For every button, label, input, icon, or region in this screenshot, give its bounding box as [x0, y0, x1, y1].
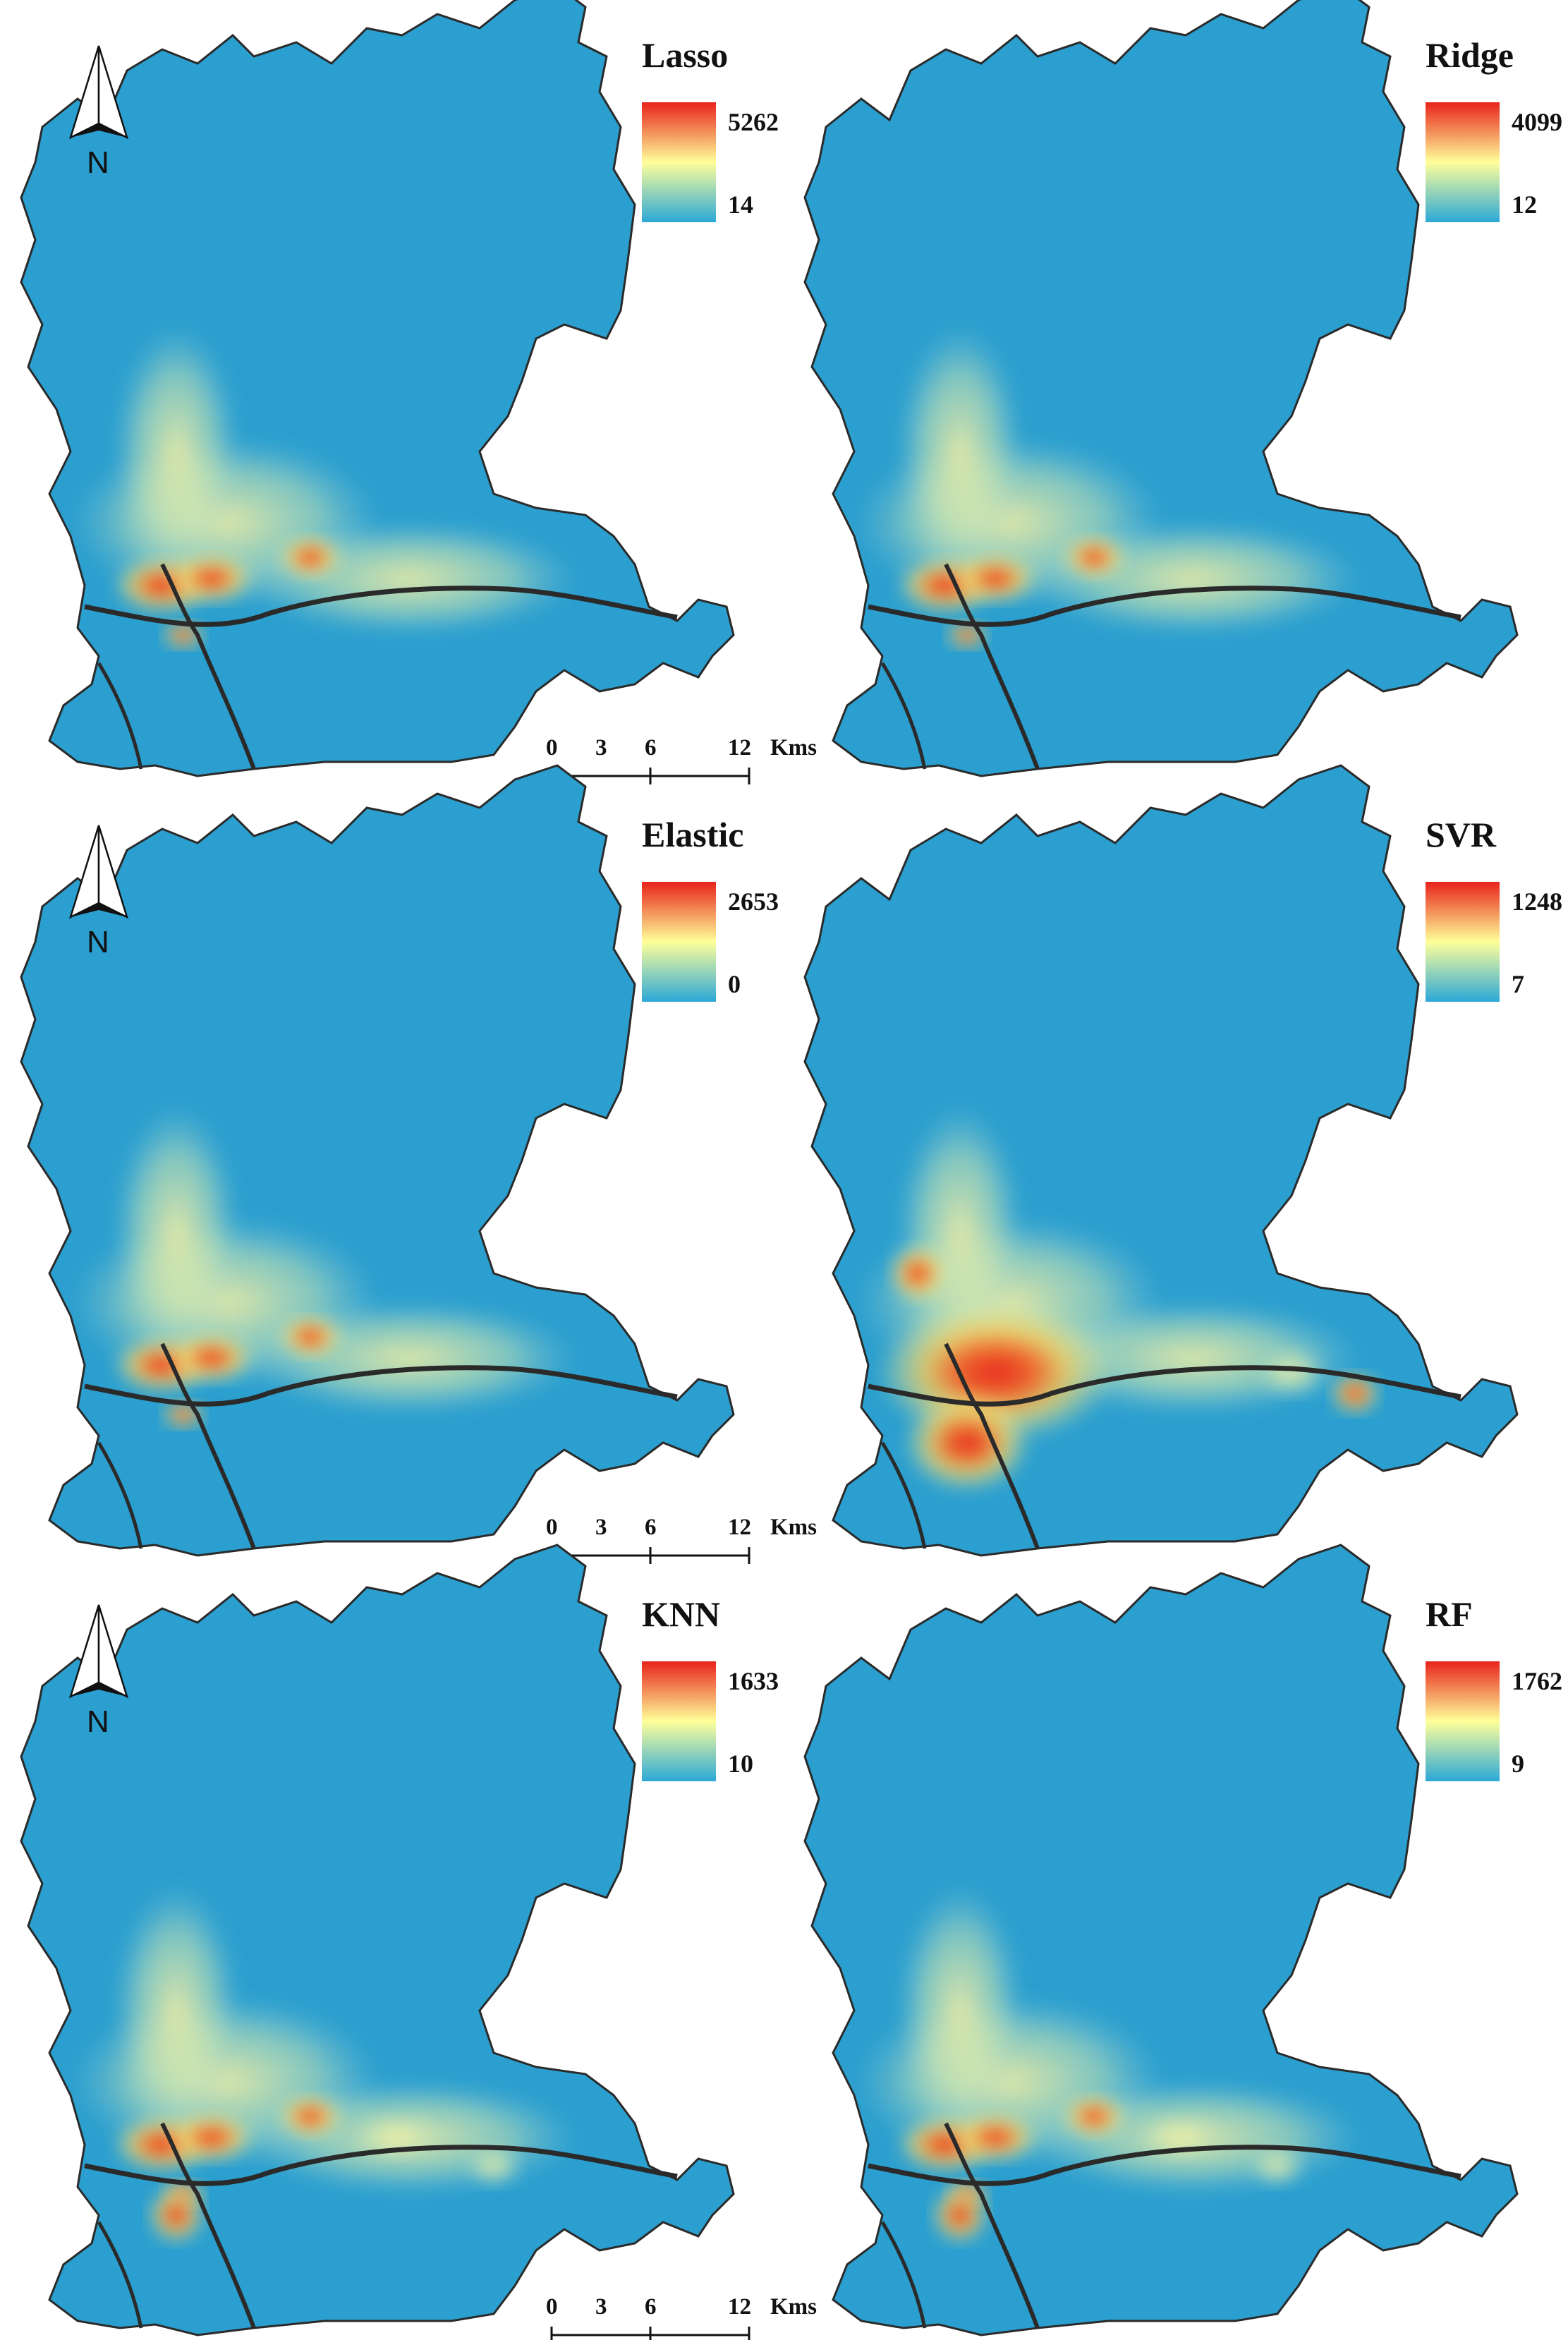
river-branch-west: [97, 662, 143, 770]
scale-tick-label: 3: [595, 2294, 607, 2320]
heat-overlay: [854, 325, 1362, 649]
legend-max-label: 5262: [728, 108, 779, 136]
legend-colorbar: [1426, 882, 1500, 1002]
legend-min-label: 14: [728, 190, 753, 219]
legend-max-label: 2653: [728, 887, 779, 916]
north-arrow-label: N: [87, 145, 109, 180]
region-boundary: [803, 764, 1519, 1557]
river-branch-west: [97, 2221, 143, 2329]
legend-colorbar: [1426, 102, 1500, 222]
scale-tick-label: 0: [546, 1515, 558, 1540]
river-branch: [160, 2122, 256, 2329]
north-arrow-icon: [68, 825, 129, 919]
scale-tick-label: 0: [546, 2294, 558, 2320]
scale-bar: 0 3 6 12 Kms: [546, 2294, 817, 2340]
panel-title: KNN: [642, 1594, 720, 1634]
north-arrow-label: N: [87, 925, 109, 959]
map-panel-svr: SVR 1248 7: [803, 764, 1562, 1557]
river-main: [868, 1365, 1461, 1407]
map-panel-rf: RF 1762 9: [803, 1544, 1562, 2336]
legend-colorbar: [642, 882, 716, 1002]
scale-unit-label: Kms: [770, 735, 817, 760]
scale-bar: 0 3 6 12 Kms: [546, 1515, 817, 1564]
scale-tick-label: 6: [645, 1515, 657, 1540]
heat-overlay: [854, 1104, 1380, 1492]
river-main: [84, 586, 678, 627]
river-branch: [160, 563, 256, 770]
scale-bar: 0 3 6 12 Kms: [546, 735, 817, 784]
river-main: [868, 586, 1461, 627]
region-boundary: [803, 1544, 1519, 2336]
scale-tick-label: 12: [728, 2294, 751, 2320]
legend-max-label: 4099: [1512, 108, 1562, 136]
river-main: [868, 2145, 1461, 2186]
scale-tick-label: 12: [728, 735, 751, 760]
panel-title: Lasso: [642, 35, 728, 75]
scale-unit-label: Kms: [770, 2294, 817, 2320]
north-arrow-label: N: [87, 1704, 109, 1739]
panel-title: RF: [1426, 1594, 1473, 1634]
legend-max-label: 1248: [1512, 887, 1562, 916]
region-boundary: [803, 0, 1519, 777]
scale-tick-label: 12: [728, 1515, 751, 1540]
river-branch: [160, 1342, 256, 1550]
panel-title: SVR: [1426, 815, 1497, 854]
scale-tick-label: 3: [595, 735, 607, 760]
scale-unit-label: Kms: [770, 1515, 817, 1540]
river-branch: [944, 2122, 1040, 2329]
scale-tick-label: 0: [546, 735, 558, 760]
river-branch-west: [880, 1441, 927, 1549]
region-boundary: [20, 1544, 735, 2336]
map-panel-elastic: Elastic 2653 0 N 0 3 6 12 Kms: [20, 764, 817, 1564]
legend-min-label: 12: [1512, 190, 1537, 219]
region-boundary: [20, 0, 735, 777]
legend-colorbar: [642, 1661, 716, 1781]
north-arrow-icon: [68, 1604, 129, 1699]
region-boundary: [20, 764, 735, 1557]
river-branch-west: [97, 1441, 143, 1549]
scale-tick-label: 3: [595, 1515, 607, 1540]
legend-min-label: 7: [1512, 970, 1524, 998]
scale-tick-label: 6: [645, 2294, 657, 2320]
legend-colorbar: [642, 102, 716, 222]
river-main: [84, 2145, 678, 2186]
river-branch: [944, 1342, 1040, 1550]
heat-overlay: [71, 1884, 578, 2243]
river-branch-west: [880, 2221, 927, 2329]
heat-overlay: [71, 1104, 578, 1429]
panel-title: Elastic: [642, 815, 743, 854]
panel-title: Ridge: [1426, 35, 1514, 75]
river-main: [84, 1365, 678, 1407]
legend-colorbar: [1426, 1661, 1500, 1781]
map-panel-ridge: Ridge 4099 12: [803, 0, 1562, 777]
legend-min-label: 0: [728, 970, 741, 998]
map-panel-knn: KNN 1633 10 N 0 3 6 12 Kms: [20, 1544, 817, 2340]
scale-tick-label: 6: [645, 735, 657, 760]
river-branch-west: [880, 662, 927, 770]
legend-max-label: 1762: [1512, 1667, 1562, 1695]
map-panel-lasso: Lasso 5262 14 N 0 3 6 12 Kms: [20, 0, 817, 784]
river-branch: [944, 563, 1040, 770]
north-arrow-icon: [68, 45, 129, 140]
legend-min-label: 10: [728, 1750, 753, 1778]
legend-min-label: 9: [1512, 1750, 1524, 1778]
legend-max-label: 1633: [728, 1667, 779, 1695]
